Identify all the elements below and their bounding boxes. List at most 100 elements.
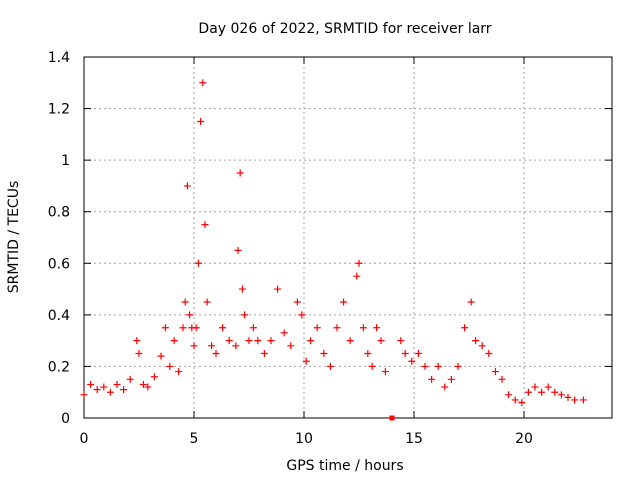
data-point	[579, 396, 587, 404]
data-point	[157, 352, 165, 360]
data-point	[355, 259, 363, 267]
data-point	[381, 368, 389, 376]
data-point	[150, 373, 158, 381]
data-point	[524, 388, 532, 396]
data-point	[236, 169, 244, 177]
x-tick-label: 10	[295, 431, 313, 447]
data-point	[287, 342, 295, 350]
data-point	[144, 383, 152, 391]
data-point	[467, 298, 475, 306]
data-point	[106, 388, 114, 396]
data-point	[192, 324, 200, 332]
x-axis-label: GPS time / hours	[286, 458, 403, 474]
x-tick-label: 20	[515, 431, 533, 447]
data-point	[359, 324, 367, 332]
data-point	[353, 272, 361, 280]
data-point	[505, 391, 513, 399]
data-point	[340, 298, 348, 306]
data-point	[194, 259, 202, 267]
data-point	[280, 329, 288, 337]
x-tick-label: 0	[80, 431, 89, 447]
data-point	[298, 311, 306, 319]
data-point	[485, 350, 493, 358]
data-point	[139, 380, 147, 388]
data-point	[408, 357, 416, 365]
data-point	[170, 337, 178, 345]
data-point	[441, 383, 449, 391]
data-point	[571, 396, 579, 404]
y-tick-label: 0.8	[48, 205, 70, 221]
data-point	[197, 117, 205, 125]
data-point	[401, 350, 409, 358]
data-point	[87, 380, 95, 388]
grid	[84, 57, 612, 418]
data-point	[93, 386, 101, 394]
y-tick-label: 1.4	[48, 50, 70, 66]
data-point	[238, 285, 246, 293]
y-tick-label: 0.2	[48, 359, 70, 375]
data-point	[346, 337, 354, 345]
data-point	[531, 383, 539, 391]
data-point	[133, 337, 141, 345]
data-point	[181, 298, 189, 306]
plot-frame	[83, 56, 613, 419]
data-point	[161, 324, 169, 332]
data-point	[326, 362, 334, 370]
data-point	[175, 368, 183, 376]
data-point	[126, 375, 134, 383]
data-point	[447, 375, 455, 383]
data-point	[307, 337, 315, 345]
data-point	[183, 182, 191, 190]
data-point	[313, 324, 321, 332]
data-point	[245, 337, 253, 345]
data-point	[414, 350, 422, 358]
data-point	[100, 383, 108, 391]
y-tick-label: 0.4	[48, 308, 70, 324]
data-point	[377, 337, 385, 345]
data-point	[518, 399, 526, 407]
data-point	[199, 79, 207, 87]
data-point	[254, 337, 262, 345]
chart-title: Day 026 of 2022, SRMTID for receiver lar…	[198, 21, 491, 37]
data-point	[461, 324, 469, 332]
x-tick-label: 15	[405, 431, 423, 447]
data-point	[249, 324, 257, 332]
data-point	[241, 311, 249, 319]
data-point	[368, 362, 376, 370]
y-tick-label: 1	[61, 153, 70, 169]
data-point	[186, 311, 194, 319]
data-point	[551, 388, 559, 396]
y-tick-label: 1.2	[48, 102, 70, 118]
x-tick-label: 5	[190, 431, 199, 447]
data-point	[428, 375, 436, 383]
data-point	[320, 350, 328, 358]
data-point	[219, 324, 227, 332]
data-point	[208, 342, 216, 350]
data-point	[212, 350, 220, 358]
data-point	[120, 386, 128, 394]
data-point	[201, 221, 209, 229]
data-point	[225, 337, 233, 345]
data-point	[472, 337, 480, 345]
data-point	[421, 362, 429, 370]
data-point	[373, 324, 381, 332]
data-point	[491, 368, 499, 376]
data-point	[364, 350, 372, 358]
data-point	[434, 362, 442, 370]
data-point	[190, 342, 198, 350]
data-point	[179, 324, 187, 332]
data-point	[511, 396, 519, 404]
data-point	[498, 375, 506, 383]
y-axis-label: SRMTID / TECUs	[6, 181, 22, 294]
data-point	[454, 362, 462, 370]
data-point	[80, 391, 88, 399]
data-point	[293, 298, 301, 306]
y-tick-label: 0.6	[48, 256, 70, 272]
data-point	[203, 298, 211, 306]
data-point	[267, 337, 275, 345]
data-point	[232, 342, 240, 350]
data-point	[302, 357, 310, 365]
data-point	[234, 246, 242, 254]
data-points	[80, 79, 587, 421]
data-point	[397, 337, 405, 345]
